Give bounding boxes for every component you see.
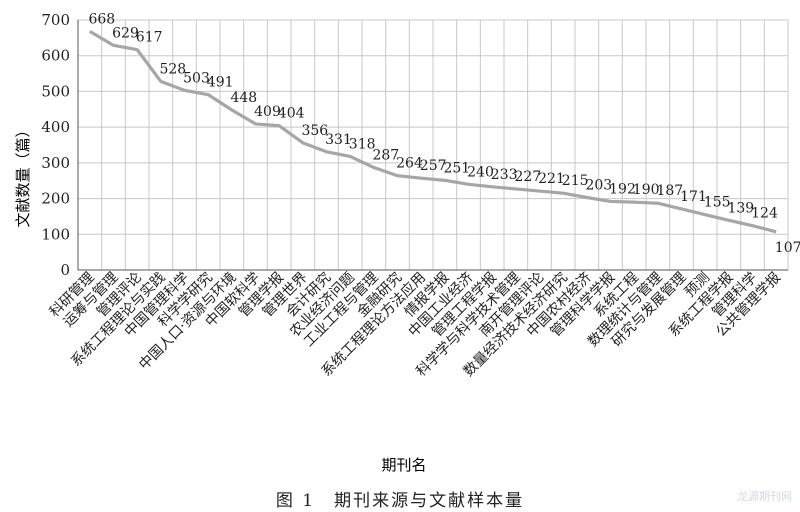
data-label: 107 — [775, 240, 800, 256]
data-label: 287 — [372, 148, 399, 164]
data-label: 171 — [680, 189, 707, 205]
y-tick-label: 300 — [41, 154, 70, 172]
data-label: 668 — [88, 11, 115, 27]
data-label: 192 — [609, 181, 636, 197]
data-label: 528 — [159, 61, 186, 77]
y-tick-label: 600 — [41, 47, 70, 65]
data-label: 318 — [349, 136, 376, 152]
y-tick-labels: 0 100 200 300 400 500 600 700 — [41, 11, 70, 279]
data-label: 356 — [301, 123, 328, 139]
data-label: 629 — [112, 25, 139, 41]
data-labels: 6686296175285034914484094043563313182872… — [88, 11, 800, 255]
watermark: 龙源期刊网 — [737, 490, 792, 503]
data-label: 257 — [420, 158, 447, 174]
data-label: 240 — [467, 164, 494, 180]
axes — [77, 20, 788, 271]
data-label: 503 — [183, 70, 210, 86]
data-label: 221 — [538, 171, 565, 187]
data-label: 190 — [633, 182, 660, 198]
data-label: 409 — [254, 104, 281, 120]
data-label: 215 — [562, 173, 589, 189]
data-label: 617 — [136, 30, 163, 46]
series-line — [89, 30, 777, 234]
y-tick-label: 400 — [41, 118, 70, 136]
data-label: 203 — [585, 178, 612, 194]
data-label: 251 — [443, 160, 470, 176]
data-label: 187 — [656, 183, 683, 199]
figure-caption: 图 1 期刊来源与文献样本量 — [275, 491, 525, 511]
data-label: 139 — [727, 200, 754, 216]
data-label: 491 — [207, 75, 234, 91]
y-tick-label: 200 — [41, 190, 70, 208]
data-label: 448 — [230, 90, 257, 106]
data-label: 155 — [704, 195, 731, 211]
y-tick-label: 100 — [41, 225, 70, 243]
x-tick-labels: 科研管理运筹与管理管理评论系统工程理论与实践中国管理科学科学学研究中国人口·资源… — [47, 269, 784, 380]
y-axis-label: 文献数量（篇） — [14, 122, 32, 227]
data-label: 331 — [325, 132, 352, 148]
y-tick-label: 0 — [60, 261, 70, 279]
grid — [77, 19, 789, 271]
data-label: 124 — [751, 206, 778, 222]
y-tick-label: 500 — [41, 82, 70, 100]
x-axis-label: 期刊名 — [381, 456, 426, 474]
data-label: 404 — [278, 106, 305, 122]
data-label: 233 — [491, 167, 518, 183]
data-label: 264 — [396, 156, 423, 172]
data-label: 227 — [514, 169, 541, 185]
y-tick-label: 700 — [41, 11, 70, 29]
